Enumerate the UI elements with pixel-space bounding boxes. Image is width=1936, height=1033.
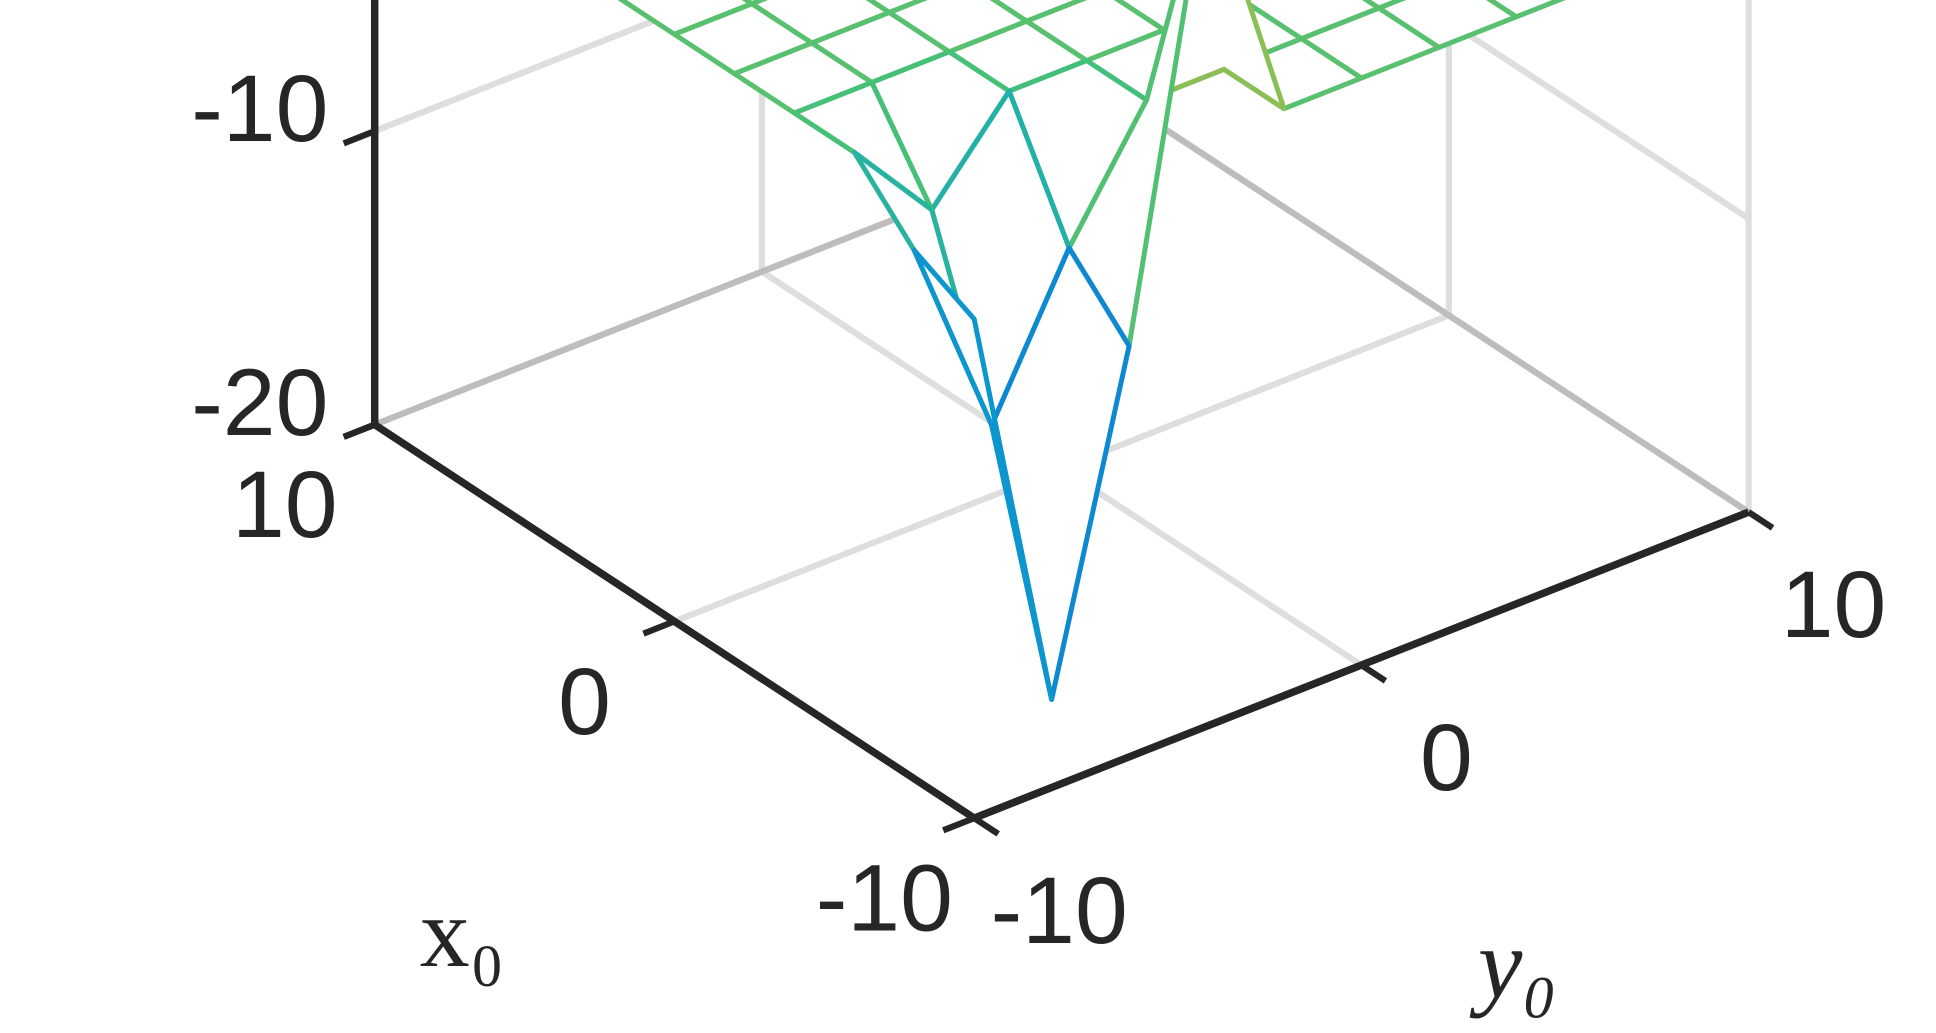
y-tick-label: 10 — [1781, 552, 1887, 658]
y-tick — [1359, 662, 1388, 684]
z-tick-label: -20 — [191, 350, 328, 456]
x-tick-label: 0 — [558, 649, 611, 755]
mesh-face — [1486, 0, 1566, 20]
y-tick — [1746, 509, 1775, 531]
z-tick — [342, 421, 376, 440]
z-tick — [342, 128, 376, 147]
x-axis-label: x₀ — [420, 877, 505, 988]
y-tick-label: -10 — [991, 858, 1128, 964]
y-axis-label: y₀ — [1469, 908, 1557, 1019]
mesh-face — [911, 247, 1055, 702]
x-tick — [942, 815, 976, 834]
x-tick — [642, 618, 676, 637]
x-tick-label: -10 — [816, 846, 953, 952]
grid-line — [373, 0, 716, 135]
y-tick — [972, 815, 1000, 837]
box-edge — [1147, 116, 1751, 515]
x-tick-label: 10 — [232, 452, 338, 558]
z-tick-label: -10 — [191, 56, 328, 162]
y-tick-label: 0 — [1420, 705, 1473, 811]
